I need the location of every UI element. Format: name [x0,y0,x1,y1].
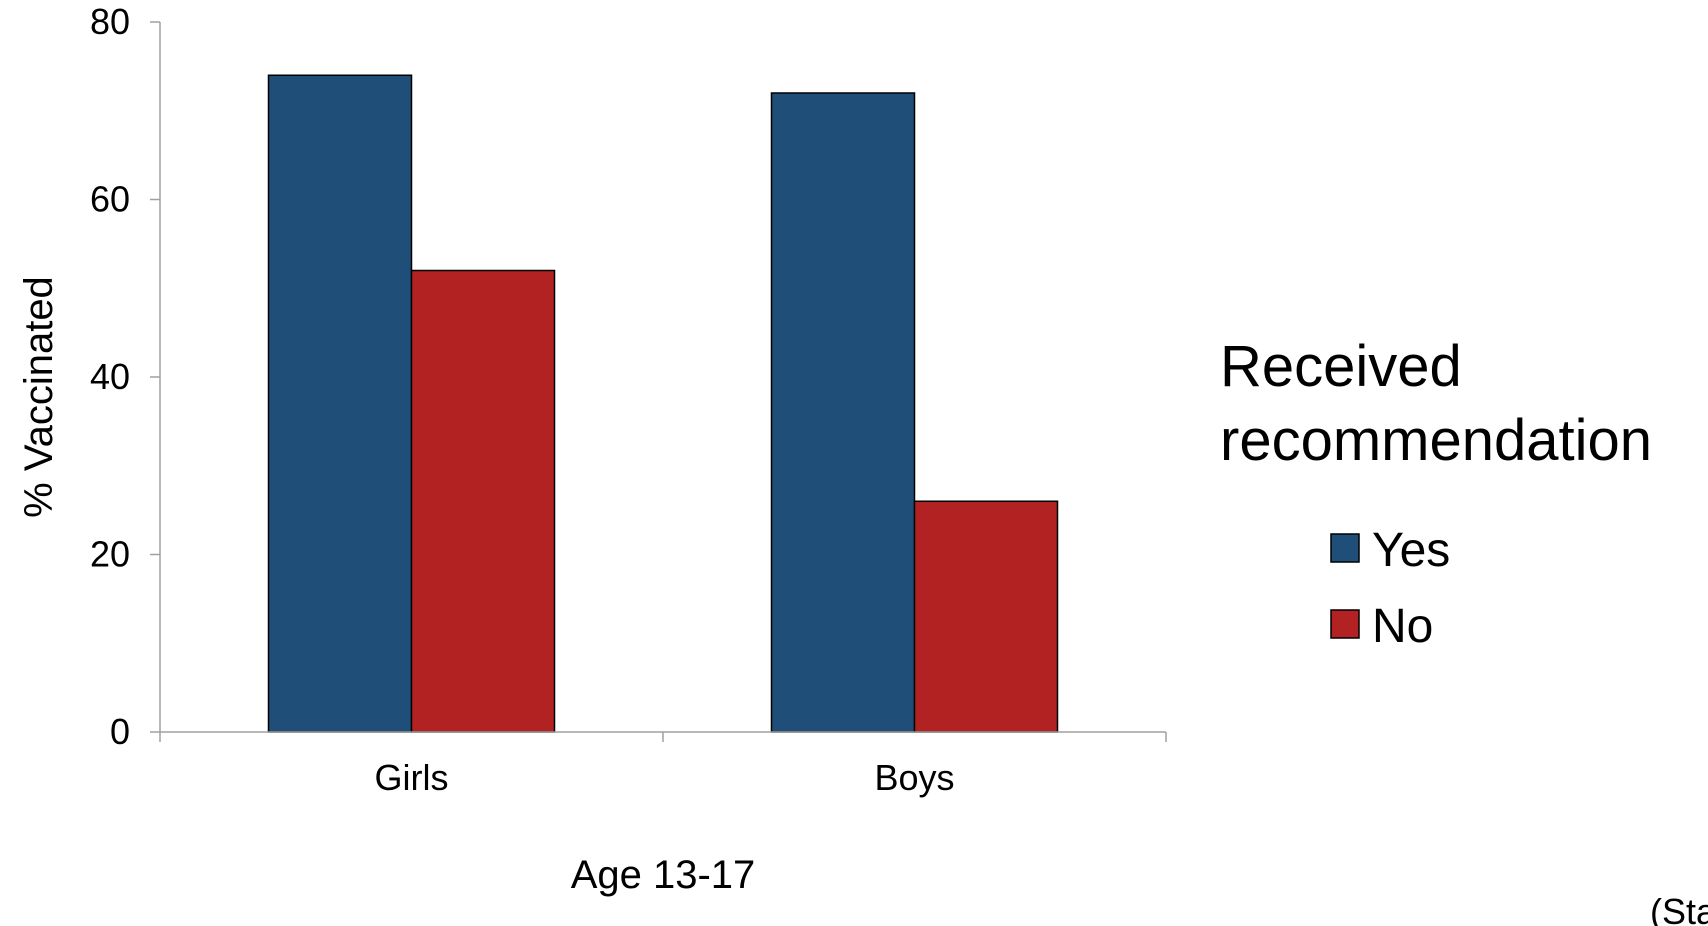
legend-swatch-no [1330,609,1360,639]
y-tick-label: 0 [110,711,130,752]
bars-group [267,74,1059,733]
legend-items: Yes No [1330,524,1450,653]
legend-title-line-1: Received [1220,334,1462,399]
bar-yes-girls [267,74,413,733]
y-tick-label: 80 [90,1,130,42]
x-ticks-group: Girls Boys [159,732,1167,798]
x-tick-label: Boys [874,757,954,798]
legend-label-yes: Yes [1372,524,1450,577]
bar-no-boys [913,500,1059,733]
source-note: (Sta [1650,891,1708,926]
legend-swatch-yes [1330,533,1360,563]
legend-label-no: No [1372,600,1433,653]
y-tick-label: 60 [90,179,130,220]
y-tick-label: 40 [90,356,130,397]
y-ticks-group: 0 20 40 60 80 [90,1,160,752]
legend: Received recommendation Yes No [1220,334,1652,653]
bar-yes-boys [770,92,916,733]
x-axis-title: Age 13-17 [571,853,756,897]
y-tick-label: 20 [90,534,130,575]
legend-title-line-2: recommendation [1220,408,1652,473]
y-axis-title: % Vaccinated [17,276,61,518]
bar-no-girls [410,269,556,733]
x-tick-label: Girls [375,757,449,798]
